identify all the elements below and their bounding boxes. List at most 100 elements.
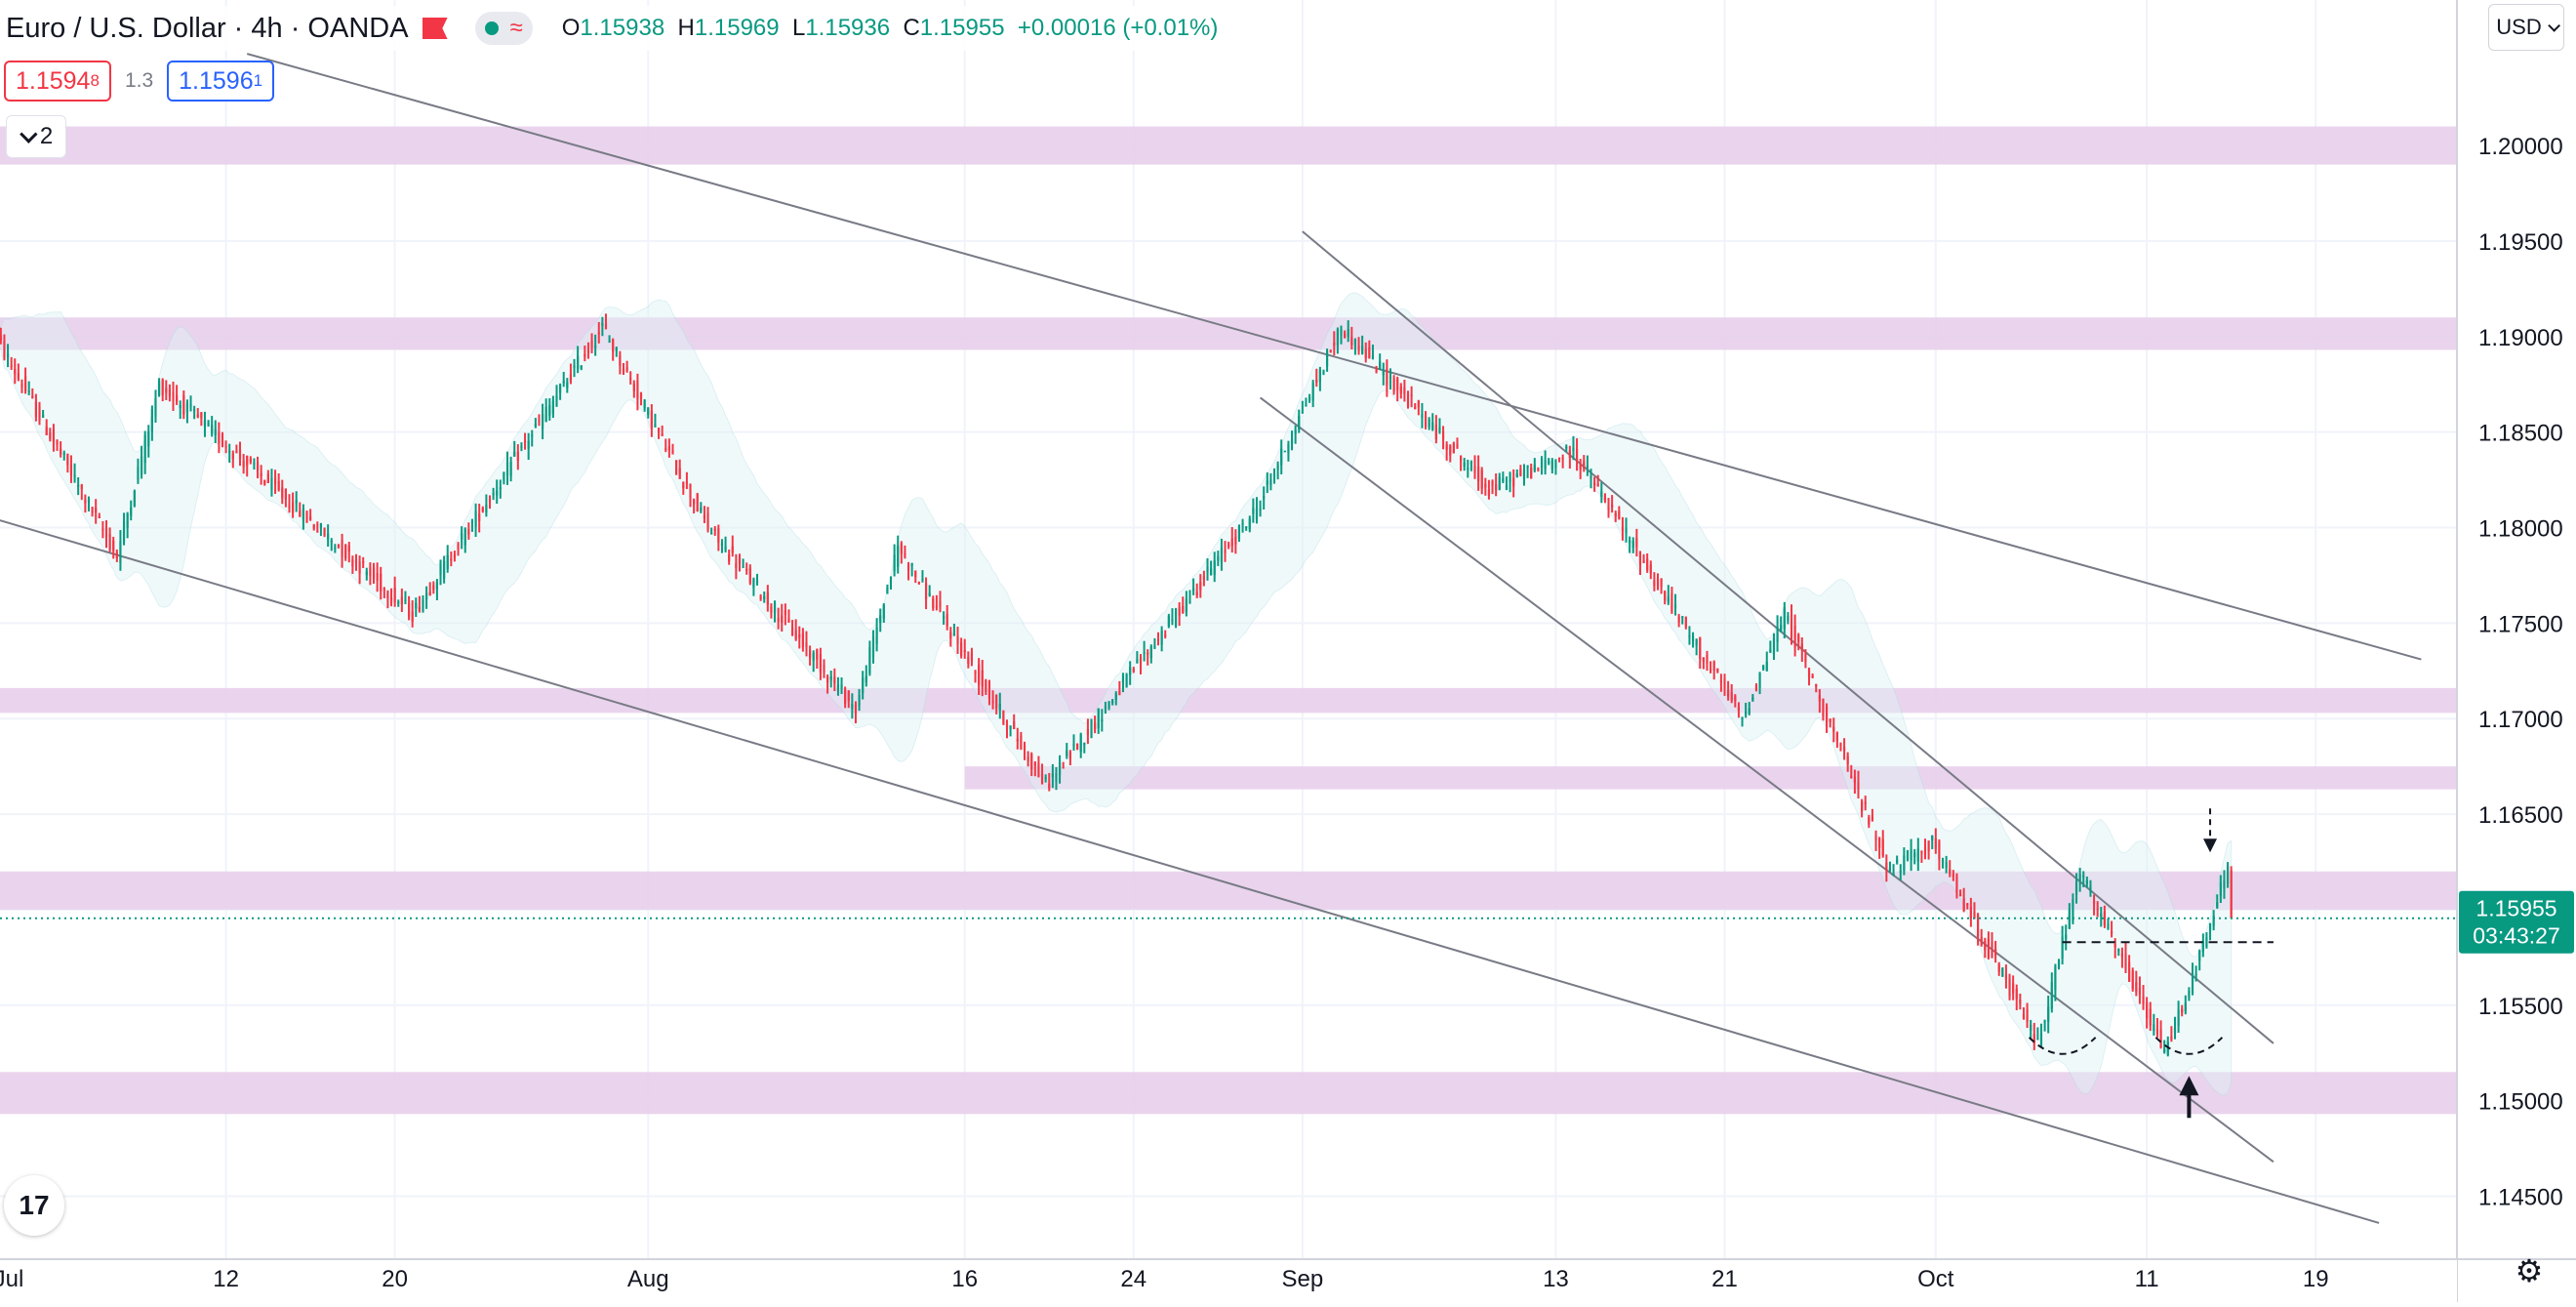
candle [1706,650,1709,672]
candle [1068,750,1071,766]
sell-button[interactable]: 1.1594 8 [4,61,111,102]
chevron-down-icon [19,124,38,143]
support-resistance-zone[interactable] [0,871,2457,910]
candle [636,373,639,411]
trendline[interactable] [246,53,2422,661]
candle [1646,552,1649,573]
candle [1248,515,1251,533]
support-resistance-zone[interactable] [0,1072,2457,1115]
support-resistance-zone[interactable] [0,317,2457,350]
candle-body [790,627,794,635]
candle-body [875,627,878,645]
candle-body [1631,541,1634,548]
candle [172,381,175,411]
time-axis[interactable] [0,1259,2457,1302]
candle [2138,976,2142,1004]
candle-body [1111,700,1114,704]
candle [1287,440,1290,462]
up-arrow-head[interactable] [2179,1076,2199,1096]
candle-body [2226,866,2230,884]
tradingview-logo[interactable]: 17 [4,1175,64,1236]
trendline[interactable] [1302,230,2274,1044]
candle [2004,964,2008,989]
candle-body [319,523,323,528]
candle [1994,940,1997,963]
candle [1445,441,1448,461]
candle [1611,495,1614,513]
candle [242,454,245,474]
candle [288,494,291,513]
currency-button[interactable]: USD [2488,4,2564,51]
bottom-arc[interactable] [2028,1037,2097,1055]
candle-body [2050,982,2053,1009]
candle [1818,688,1821,714]
candle [20,379,23,393]
candle [917,581,920,585]
candle-body [172,391,175,401]
candle-body [569,374,573,382]
candle [604,313,608,330]
candle [1684,616,1687,630]
candle [2057,959,2061,970]
trendline[interactable] [1259,396,2274,1164]
indicator-status-pill[interactable]: ≈ [474,12,533,45]
candle-body [309,516,312,520]
candle-body [1625,528,1628,534]
symbol-title[interactable]: Euro / U.S. Dollar · 4h · OANDA [6,12,409,44]
candle [2173,1016,2177,1040]
candle [1723,674,1726,696]
candle [450,551,453,567]
candle [2135,970,2138,997]
candle-body [544,407,547,422]
candle [1202,570,1205,587]
candle [1800,636,1803,662]
bottom-arc[interactable] [2154,1037,2224,1055]
candle [463,527,466,553]
candle [1653,572,1656,592]
candle-body [196,414,199,418]
candle [2188,987,2191,1001]
buy-button[interactable]: 1.1596 1 [167,61,275,102]
candle [1625,517,1628,543]
price-axis[interactable] [2457,0,2576,1302]
last-price-badge[interactable] [2459,890,2574,954]
candle [538,414,541,427]
candle-body [432,585,435,591]
support-resistance-zone[interactable] [0,687,2457,714]
candle [1487,479,1491,500]
trendline-layer[interactable] [0,53,2422,1224]
candle [935,594,938,611]
candle-body [1139,657,1143,664]
candle [1878,837,1881,859]
candle [485,494,488,517]
candle-body [1825,706,1829,722]
annotation-layer[interactable] [0,808,2457,1119]
candle-body [1210,568,1213,576]
candle-body [1818,694,1821,702]
gear-icon[interactable]: ⚙ [2515,1253,2544,1288]
support-resistance-zone[interactable] [964,766,2457,790]
down-arrow-head[interactable] [2203,838,2218,853]
candle [1607,498,1610,518]
candle [203,411,207,437]
candle-body [1357,346,1360,351]
candle-body [1132,669,1135,672]
candle-body [1076,743,1079,750]
flag-icon[interactable] [422,18,448,39]
trendline[interactable] [0,512,2380,1224]
candle [956,626,959,654]
price-tick-label: 1.14500 [2478,1185,2563,1211]
candle-body [49,432,52,439]
candle [224,440,227,454]
candle [689,483,692,508]
candle [2103,905,2106,928]
candle [1519,465,1522,477]
support-resistance-zone[interactable] [0,126,2457,165]
candle [2117,948,2120,957]
candle [752,577,755,596]
candle-body [246,456,249,466]
indicators-toggle-button[interactable]: 2 [6,115,66,158]
